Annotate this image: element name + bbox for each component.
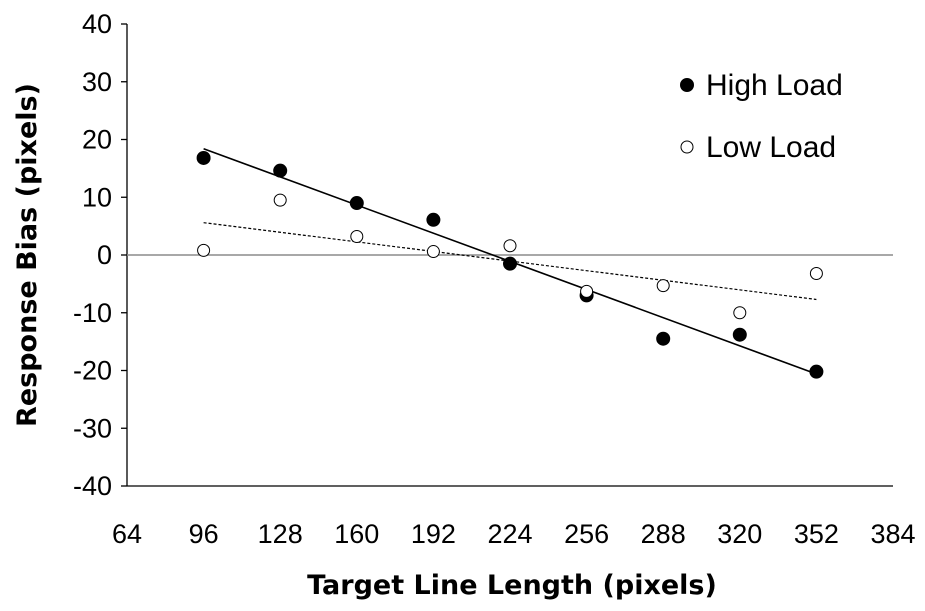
x-tick-label: 96 <box>189 519 219 549</box>
y-tick-label: 40 <box>82 9 112 39</box>
axes <box>121 23 893 487</box>
x-tick-label: 384 <box>870 519 915 549</box>
x-tick-label: 320 <box>717 519 762 549</box>
data-point <box>426 212 441 227</box>
legend-marker <box>680 78 694 92</box>
legend-marker <box>680 140 694 154</box>
data-point <box>656 331 671 346</box>
x-tick-label: 128 <box>258 519 303 549</box>
data-point <box>732 327 747 342</box>
data-point <box>809 266 823 280</box>
data-point <box>426 245 440 259</box>
data-point <box>350 230 364 244</box>
data-point <box>580 284 594 298</box>
y-tick-label: -30 <box>73 413 112 443</box>
x-tick-label: 224 <box>487 519 532 549</box>
x-tick-label: 288 <box>641 519 686 549</box>
y-tick-label: -40 <box>73 471 112 501</box>
y-tick-label: -10 <box>73 298 112 328</box>
legend-label: High Load <box>706 69 843 102</box>
data-point <box>197 243 211 257</box>
x-tick-label: 64 <box>112 519 142 549</box>
legend-label: Low Load <box>706 131 836 164</box>
data-point <box>656 279 670 293</box>
series-low-load <box>197 193 823 320</box>
trendline-low-load <box>203 222 817 301</box>
x-axis-title: Target Line Length (pixels) <box>307 570 717 601</box>
series-markers <box>196 147 824 379</box>
x-tick-label: 256 <box>564 519 609 549</box>
data-point <box>809 364 824 379</box>
y-tick-label: -20 <box>73 356 112 386</box>
data-point <box>196 150 211 165</box>
data-point <box>503 256 517 271</box>
x-tick-label: 160 <box>334 519 379 549</box>
series-high-load <box>196 147 824 379</box>
data-point <box>733 306 747 320</box>
tick-labels: -40 -30 -20 -10 0 10 20 30 40 64 96 128 160 192 224 256… <box>73 9 916 549</box>
y-tick-label: 20 <box>82 125 112 155</box>
data-point <box>273 163 288 178</box>
x-tick-label: 192 <box>411 519 456 549</box>
y-tick-label: 30 <box>82 67 112 97</box>
y-axis-title: Response Bias (pixels) <box>12 83 43 427</box>
legend: High Load Low Load <box>680 69 843 164</box>
y-tick-label: 10 <box>82 182 112 212</box>
y-tick-label: 0 <box>97 240 112 270</box>
data-point <box>503 239 517 253</box>
data-point <box>349 196 364 211</box>
x-tick-label: 352 <box>794 519 839 549</box>
data-point <box>273 193 287 207</box>
